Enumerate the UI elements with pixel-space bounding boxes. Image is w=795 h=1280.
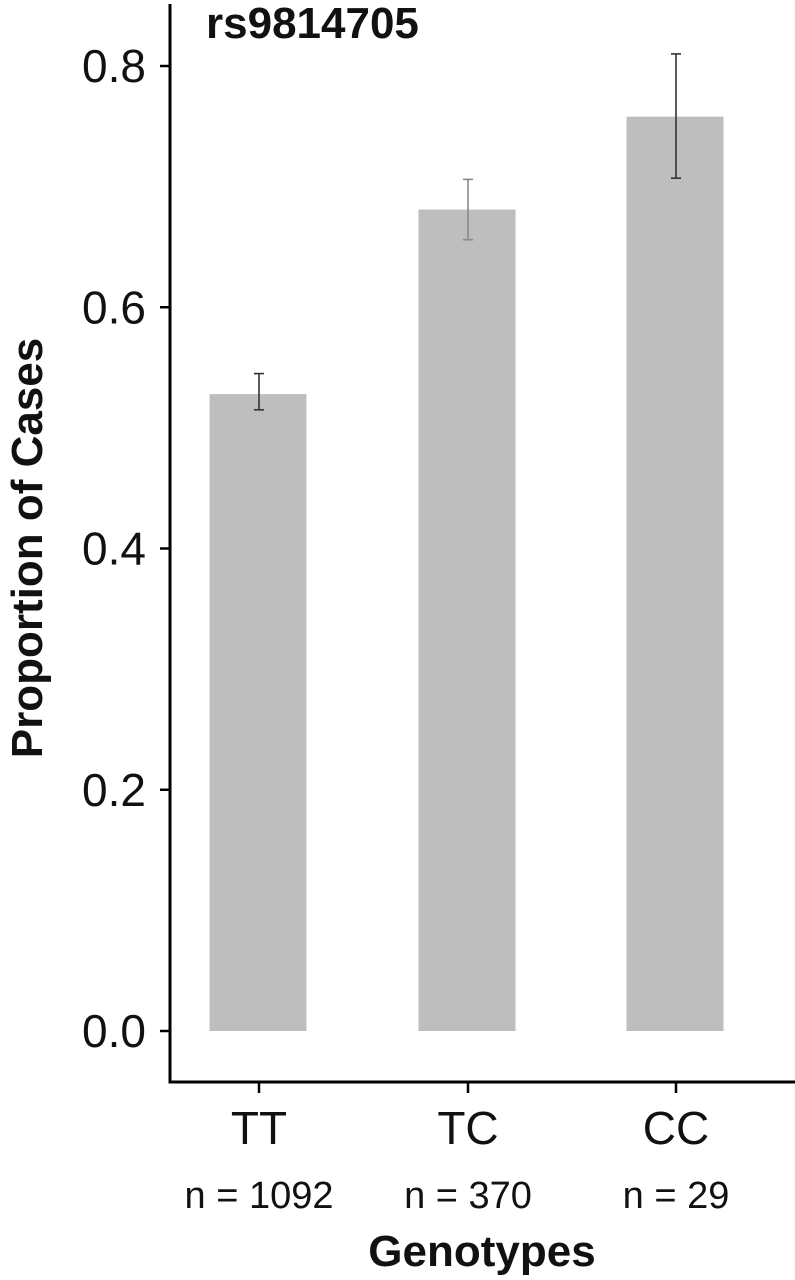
y-tick-label: 0.4	[82, 523, 146, 575]
bar-cc	[626, 116, 724, 1032]
y-tick-label: 0.0	[82, 1005, 146, 1057]
error-bars-layer	[254, 53, 681, 411]
sample-size-label: n = 29	[623, 1175, 730, 1217]
chart-title: rs9814705	[206, 0, 419, 48]
error-bar-tt	[254, 372, 264, 411]
x-tick-label: TT	[231, 1102, 287, 1154]
x-tick-label: CC	[643, 1102, 709, 1154]
y-tick-label: 0.6	[82, 281, 146, 333]
x-axis-title: Genotypes	[368, 1227, 595, 1276]
sample-size-label: n = 370	[404, 1175, 532, 1217]
labels-layer: 0.0 0.2 0.4 0.6 0.8 TT n = 1092 TC n = 370 CC n = …	[82, 40, 729, 1217]
error-bar-cc	[671, 53, 681, 179]
bar-tc	[418, 209, 516, 1031]
y-tick-label: 0.8	[82, 40, 146, 92]
error-bar-tc	[463, 178, 473, 241]
y-tick-label: 0.2	[82, 764, 146, 816]
axes-layer	[160, 4, 795, 1093]
y-axis-title: Proportion of Cases	[3, 338, 52, 759]
bars-layer	[209, 116, 724, 1032]
sample-size-label: n = 1092	[185, 1175, 334, 1217]
bar-tt	[209, 394, 307, 1032]
x-tick-label: TC	[437, 1102, 498, 1154]
